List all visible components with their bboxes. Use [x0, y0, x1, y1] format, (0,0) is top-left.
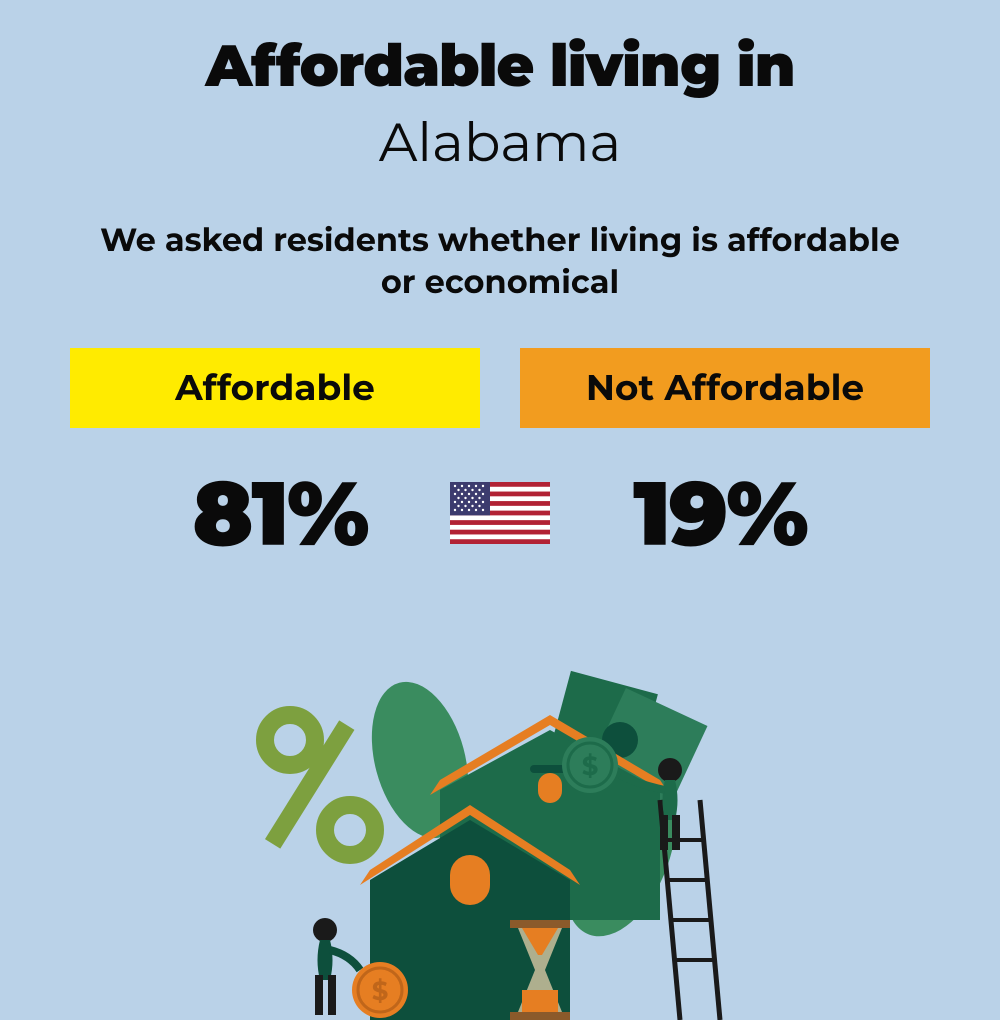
- percent-not-affordable: 19%: [580, 458, 860, 568]
- house-savings-illustration-icon: $ $: [240, 670, 760, 1020]
- coin-icon: $: [352, 962, 408, 1018]
- svg-text:$: $: [372, 975, 389, 1007]
- title-line1: Affordable living in: [0, 0, 1000, 101]
- svg-text:$: $: [582, 750, 599, 782]
- stats-row: Affordable Not Affordable: [0, 348, 1000, 428]
- subtitle: We asked residents whether living is aff…: [0, 220, 1000, 303]
- title-line2: Alabama: [0, 109, 1000, 175]
- label-affordable: Affordable: [70, 348, 480, 428]
- percent-icon: [265, 715, 375, 855]
- coin-icon: $: [562, 737, 618, 793]
- label-not-affordable: Not Affordable: [520, 348, 930, 428]
- stat-not-affordable: Not Affordable: [520, 348, 930, 428]
- usa-flag-icon: [450, 482, 550, 544]
- percent-affordable: 81%: [140, 458, 420, 568]
- percent-row: 81% 19%: [0, 458, 1000, 568]
- stat-affordable: Affordable: [70, 348, 480, 428]
- person-icon: [313, 918, 360, 1015]
